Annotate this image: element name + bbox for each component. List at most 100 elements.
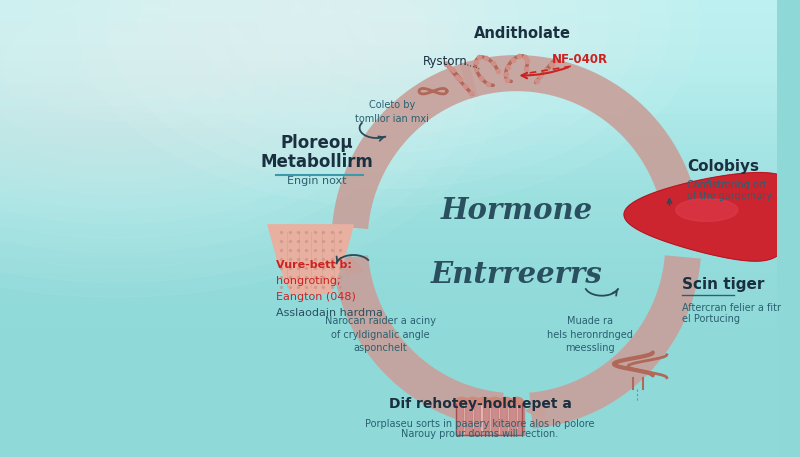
Bar — [0, 191, 777, 198]
Text: hongroting;: hongroting; — [276, 276, 340, 286]
Bar — [0, 396, 777, 404]
Bar — [0, 160, 777, 168]
Text: Porplaseu sorts in paaery kitaore alos lo polore: Porplaseu sorts in paaery kitaore alos l… — [366, 419, 594, 429]
Bar — [0, 198, 777, 206]
Circle shape — [108, 0, 669, 188]
Circle shape — [198, 0, 578, 134]
Text: Dif rehotey-hold.epet a: Dif rehotey-hold.epet a — [389, 397, 571, 411]
Bar — [0, 99, 777, 106]
Circle shape — [289, 0, 487, 81]
Bar — [0, 411, 777, 419]
Bar — [500, 401, 507, 435]
Bar — [518, 401, 525, 435]
Bar — [0, 31, 777, 38]
Bar — [0, 351, 777, 358]
Bar — [0, 251, 777, 259]
Bar — [0, 152, 777, 160]
Circle shape — [168, 0, 608, 152]
Bar — [0, 426, 777, 434]
Text: Colobiys: Colobiys — [687, 159, 759, 174]
Bar — [0, 381, 777, 388]
Bar — [0, 373, 777, 381]
Bar — [456, 401, 463, 435]
Text: Ploreoμ: Ploreoμ — [281, 134, 353, 152]
Text: Confistroring ort: Confistroring ort — [687, 180, 767, 190]
Text: Eangton (048): Eangton (048) — [276, 292, 355, 302]
Bar — [0, 449, 777, 457]
Bar — [0, 8, 777, 15]
Bar — [0, 206, 777, 213]
Text: of the gardemary: of the gardemary — [687, 191, 772, 201]
Bar — [482, 401, 490, 435]
Bar — [0, 244, 777, 251]
Bar — [0, 129, 777, 137]
Text: Coleto by
tomllor ian mxi: Coleto by tomllor ian mxi — [355, 101, 429, 123]
Bar — [0, 282, 777, 289]
Bar — [0, 0, 777, 8]
Bar — [456, 401, 522, 435]
Text: Muade ra
hels heronrdnged
meessling: Muade ra hels heronrdnged meessling — [547, 316, 633, 353]
Circle shape — [319, 0, 458, 64]
Text: Anditholate: Anditholate — [474, 26, 571, 41]
Bar — [0, 38, 777, 46]
Bar — [0, 23, 777, 31]
Text: Entrreerrs: Entrreerrs — [430, 260, 602, 289]
Bar — [0, 305, 777, 312]
Bar — [0, 69, 777, 76]
Bar — [0, 84, 777, 91]
Text: Asslaodain hardma: Asslaodain hardma — [276, 308, 382, 318]
Text: Engin noxt: Engin noxt — [287, 176, 346, 186]
Bar — [0, 168, 777, 175]
Bar — [0, 259, 777, 266]
Bar — [0, 122, 777, 129]
Bar — [0, 312, 777, 320]
Bar — [0, 434, 777, 442]
Bar — [456, 401, 522, 435]
Circle shape — [455, 398, 468, 405]
Bar — [0, 343, 777, 351]
Bar — [465, 401, 472, 435]
Bar — [0, 114, 777, 122]
Bar — [0, 15, 777, 23]
Bar — [0, 297, 777, 305]
Circle shape — [78, 0, 699, 206]
Polygon shape — [624, 173, 797, 261]
Bar — [0, 46, 777, 53]
Bar — [0, 266, 777, 274]
Bar — [0, 236, 777, 244]
Circle shape — [499, 398, 512, 405]
Bar — [0, 76, 777, 84]
Bar — [0, 221, 777, 228]
Circle shape — [229, 0, 548, 117]
Circle shape — [350, 0, 427, 46]
Text: Hormone: Hormone — [441, 196, 593, 225]
Bar — [0, 274, 777, 282]
Bar — [0, 183, 777, 191]
Circle shape — [478, 398, 490, 405]
Bar — [0, 175, 777, 183]
Bar — [0, 442, 777, 449]
Polygon shape — [676, 199, 738, 221]
Bar — [491, 401, 498, 435]
Bar — [0, 419, 777, 426]
Bar — [0, 289, 777, 297]
Bar — [0, 388, 777, 396]
Bar — [0, 106, 777, 114]
Text: Metabollirm: Metabollirm — [261, 154, 374, 171]
Text: Vure-bett b:: Vure-bett b: — [276, 260, 351, 270]
Circle shape — [489, 398, 501, 405]
Text: Scin tiger: Scin tiger — [682, 277, 764, 292]
Circle shape — [510, 398, 523, 405]
Bar — [0, 335, 777, 343]
Bar — [0, 358, 777, 366]
Text: el Portucing: el Portucing — [682, 314, 740, 324]
Text: Rystorn: Rystorn — [422, 55, 467, 68]
Bar — [0, 61, 777, 69]
Bar — [0, 228, 777, 236]
Bar — [509, 401, 516, 435]
Circle shape — [259, 0, 518, 99]
Text: NF-040R: NF-040R — [551, 53, 607, 66]
Bar — [0, 145, 777, 152]
Bar — [0, 213, 777, 221]
Bar — [0, 404, 777, 411]
